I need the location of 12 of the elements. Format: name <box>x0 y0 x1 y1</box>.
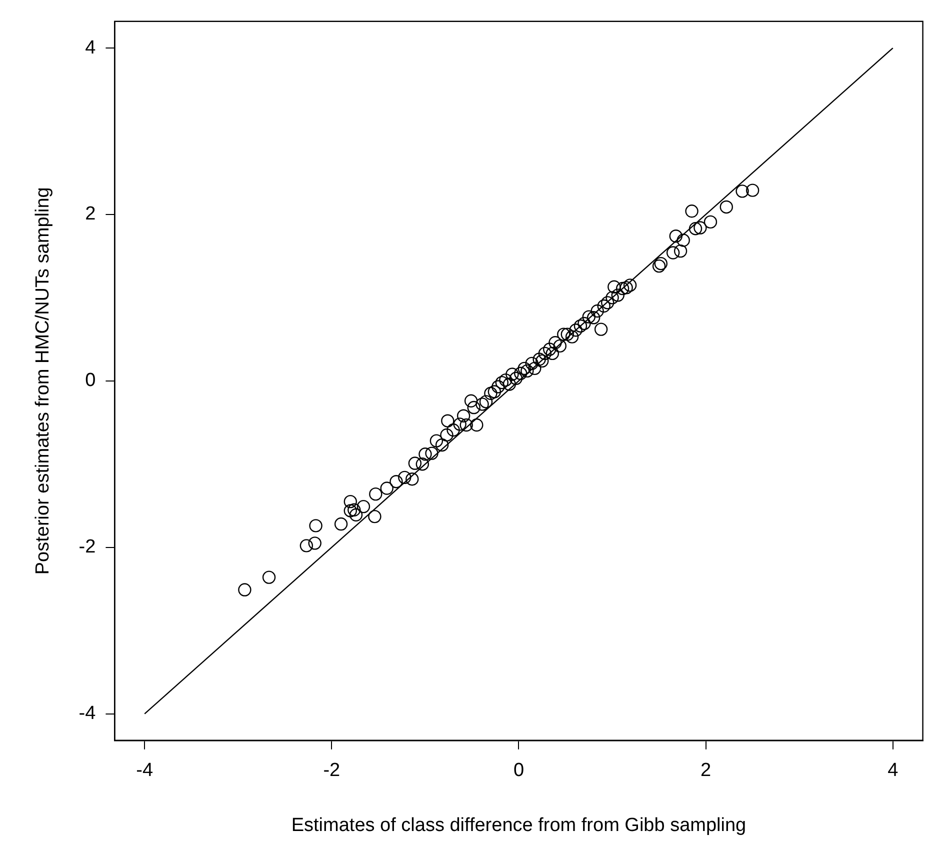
y-tick-label: -4 <box>78 703 96 724</box>
x-tick-label: -2 <box>323 760 340 782</box>
x-tick-label: 0 <box>513 760 524 782</box>
y-tick-label: 2 <box>85 204 96 225</box>
x-tick-label: 4 <box>888 760 899 782</box>
y-tick-label: 0 <box>85 370 96 392</box>
y-tick-label: -2 <box>78 536 96 558</box>
x-tick-label: 2 <box>700 760 712 782</box>
x-axis-title: Estimates of class difference from from Gibb sampling <box>291 814 746 836</box>
y-axis-title: Posterior estimates from HMC/NUTs sampling <box>32 187 54 575</box>
y-tick-label: 4 <box>85 37 96 58</box>
x-tick-label: -4 <box>136 760 154 782</box>
